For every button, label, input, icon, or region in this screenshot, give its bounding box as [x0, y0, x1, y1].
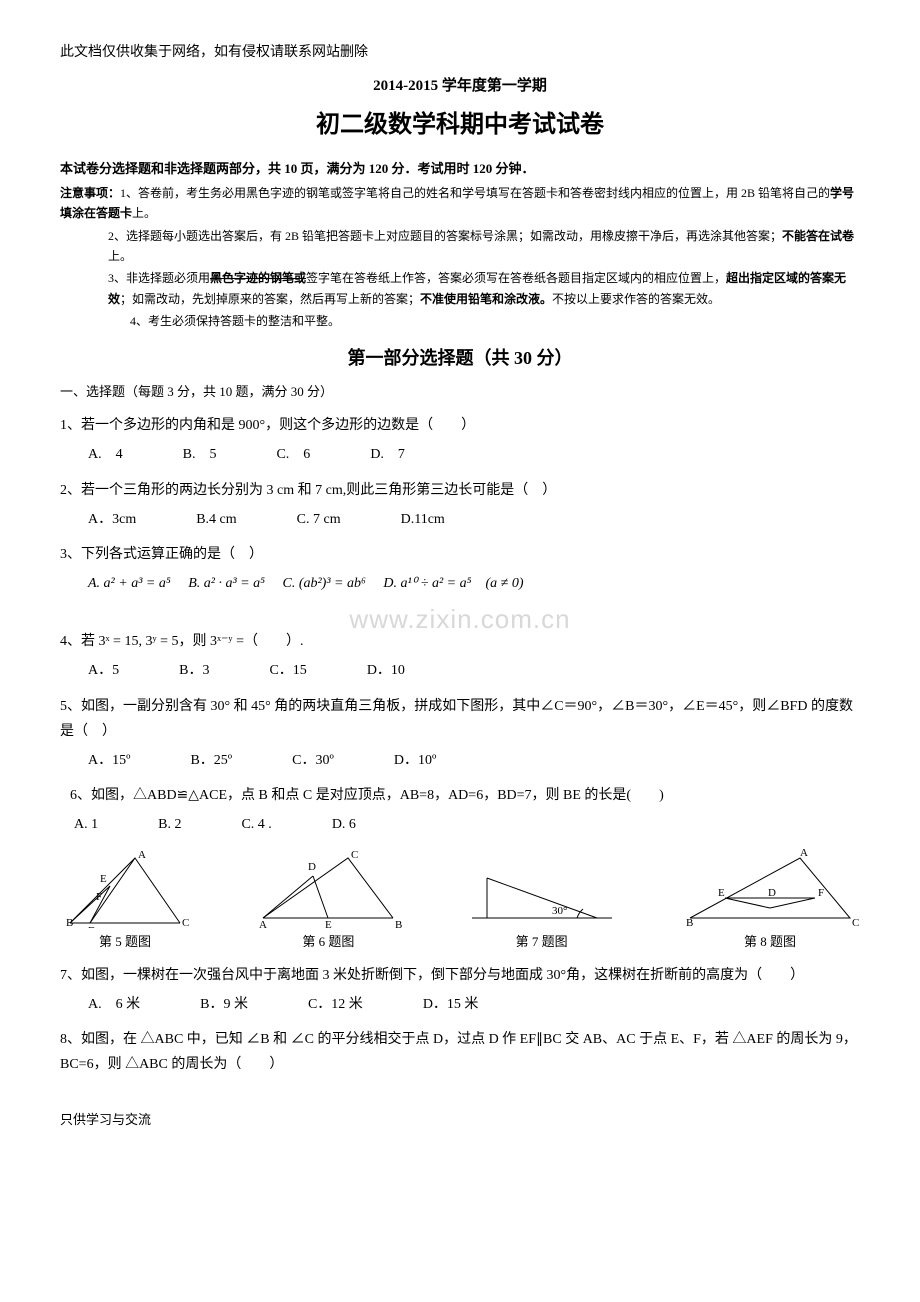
question-4-options: A．5 B．3 C．15 D．10: [88, 658, 860, 683]
figure-5: B D C A E F 第 5 题图: [60, 848, 190, 953]
footer-disclaimer: 只供学习与交流: [60, 1108, 860, 1131]
question-5: 5、如图，一副分别含有 30° 和 45° 角的两块直角三角板，拼成如下图形，其…: [60, 694, 860, 744]
q6-opt-c: C. 4 .: [241, 812, 271, 837]
q2-opt-a: A．3cm: [88, 507, 136, 532]
svg-text:E: E: [718, 887, 725, 899]
figure-8: A B C E D F 第 8 题图: [680, 848, 860, 953]
notice-3c: 签字笔在答卷纸上作答，答案必须写在答卷纸各题目指定区域内的相应位置上，: [306, 271, 726, 285]
question-6: 6、如图，△ABD≌△ACE，点 B 和点 C 是对应顶点，AB=8，AD=6，…: [70, 783, 860, 808]
question-8: 8、如图，在 △ABC 中，已知 ∠B 和 ∠C 的平分线相交于点 D，过点 D…: [60, 1027, 860, 1077]
svg-text:E: E: [100, 873, 107, 885]
q4-opt-c: C．15: [269, 658, 306, 683]
svg-text:D: D: [88, 925, 96, 928]
notice-label: 注意事项：: [60, 186, 120, 200]
svg-text:30°: 30°: [552, 905, 567, 917]
q5-opt-c: C．30º: [292, 748, 334, 773]
notice-block: 注意事项：1、答卷前，考生务必用黑色字迹的钢笔或签字笔将自己的姓名和学号填写在答…: [60, 183, 860, 332]
figure-8-caption: 第 8 题图: [680, 930, 860, 953]
q6-opt-b: B. 2: [158, 812, 181, 837]
svg-text:B: B: [395, 919, 402, 928]
q1-opt-c: C. 6: [276, 442, 310, 467]
svg-text:C: C: [182, 917, 189, 928]
notice-2b: 不能答在试卷: [782, 229, 854, 243]
q2-opt-b: B.4 cm: [196, 507, 236, 532]
figure-6: A E B D C 第 6 题图: [253, 848, 403, 953]
subsection-heading: 一、选择题（每题 3 分，共 10 题，满分 30 分）: [60, 380, 860, 403]
q1-opt-a: A. 4: [88, 442, 123, 467]
q3-opt-b: B. a² · a³ = a⁵: [188, 576, 265, 591]
svg-text:C: C: [852, 917, 859, 928]
svg-text:F: F: [818, 887, 824, 899]
svg-text:A: A: [259, 919, 267, 928]
exam-title: 初二级数学科期中考试试卷: [60, 104, 860, 147]
question-2: 2、若一个三角形的两边长分别为 3 cm 和 7 cm,则此三角形第三边长可能是…: [60, 478, 860, 503]
q6-opt-d: D. 6: [332, 812, 356, 837]
q7-opt-c: C．12 米: [308, 992, 363, 1017]
q7-opt-d: D．15 米: [423, 992, 479, 1017]
svg-text:B: B: [66, 917, 73, 928]
question-2-options: A．3cm B.4 cm C. 7 cm D.11cm: [88, 507, 860, 532]
figure-row: B D C A E F 第 5 题图 A E B D C 第 6 题图 30: [60, 848, 860, 953]
watermark-text: www.zixin.com.cn: [60, 596, 860, 643]
q5-opt-d: D．10º: [394, 748, 436, 773]
q4-opt-b: B．3: [179, 658, 209, 683]
q6-opt-a: A. 1: [74, 812, 98, 837]
semester-title: 2014-2015 学年度第一学期: [60, 73, 860, 100]
question-7: 7、如图，一棵树在一次强台风中于离地面 3 米处折断倒下，倒下部分与地面成 30…: [60, 963, 860, 988]
notice-3g: 不按以上要求作答的答案无效。: [552, 292, 720, 306]
svg-text:C: C: [351, 849, 358, 861]
svg-text:E: E: [325, 919, 332, 928]
figure-6-svg: A E B D C: [253, 848, 403, 928]
q7-opt-a: A. 6 米: [88, 992, 140, 1017]
q4-opt-d: D．10: [367, 658, 405, 683]
notice-1c: 上。: [132, 206, 156, 220]
figure-5-caption: 第 5 题图: [60, 930, 190, 953]
question-5-options: A．15º B．25º C．30º D．10º: [88, 748, 860, 773]
notice-3b: 黑色字迹的钢笔或: [210, 271, 306, 285]
q1-opt-d: D. 7: [370, 442, 405, 467]
figure-5-svg: B D C A E F: [60, 848, 190, 928]
question-3: 3、下列各式运算正确的是（ ）: [60, 542, 860, 567]
figure-7-svg: 30°: [467, 848, 617, 928]
header-disclaimer: 此文档仅供收集于网络，如有侵权请联系网站删除: [60, 40, 860, 65]
notice-3a: 3、非选择题必须用: [108, 271, 210, 285]
notice-2c: 上。: [108, 249, 132, 263]
figure-6-caption: 第 6 题图: [253, 930, 403, 953]
q2-opt-c: C. 7 cm: [297, 507, 341, 532]
q4-opt-a: A．5: [88, 658, 119, 683]
figure-7-caption: 第 7 题图: [467, 930, 617, 953]
section-heading: 第一部分选择题（共 30 分）: [60, 342, 860, 374]
q1-opt-b: B. 5: [183, 442, 217, 467]
svg-text:B: B: [686, 917, 693, 928]
svg-text:A: A: [800, 848, 808, 859]
question-1: 1、若一个多边形的内角和是 900°，则这个多边形的边数是（ ）: [60, 413, 860, 438]
figure-8-svg: A B C E D F: [680, 848, 860, 928]
question-3-options: A. a² + a³ = a⁵ B. a² · a³ = a⁵ C. (ab²)…: [88, 571, 860, 596]
svg-text:D: D: [308, 861, 316, 873]
notice-3f: 不准使用铅笔和涂改液。: [420, 292, 552, 306]
svg-text:A: A: [138, 849, 146, 861]
notice-2a: 2、选择题每小题选出答案后，有 2B 铅笔把答题卡上对应题目的答案标号涂黑；如需…: [108, 229, 782, 243]
question-7-options: A. 6 米 B．9 米 C．12 米 D．15 米: [88, 992, 860, 1017]
question-6-options: A. 1 B. 2 C. 4 . D. 6: [74, 812, 860, 837]
q3-opt-c: C. (ab²)³ = ab⁶: [282, 576, 365, 591]
figure-7: 30° 第 7 题图: [467, 848, 617, 953]
svg-text:F: F: [96, 891, 102, 903]
notice-4: 4、考生必须保持答题卡的整洁和平整。: [60, 311, 860, 331]
q5-opt-a: A．15º: [88, 748, 130, 773]
q2-opt-d: D.11cm: [401, 507, 445, 532]
q5-opt-b: B．25º: [190, 748, 232, 773]
notice-3e: ；如需改动，先划掉原来的答案，然后再写上新的答案；: [120, 292, 420, 306]
q3-opt-d: D. a¹⁰ ÷ a² = a⁵ (a ≠ 0): [383, 576, 523, 591]
notice-1a: 1、答卷前，考生务必用黑色字迹的钢笔或签字笔将自己的姓名和学号填写在答题卡和答卷…: [120, 186, 830, 200]
question-1-options: A. 4 B. 5 C. 6 D. 7: [88, 442, 860, 467]
svg-text:D: D: [768, 887, 776, 899]
q7-opt-b: B．9 米: [200, 992, 248, 1017]
exam-intro: 本试卷分选择题和非选择题两部分，共 10 页，满分为 120 分．考试用时 12…: [60, 157, 860, 180]
q3-opt-a: A. a² + a³ = a⁵: [88, 576, 171, 591]
